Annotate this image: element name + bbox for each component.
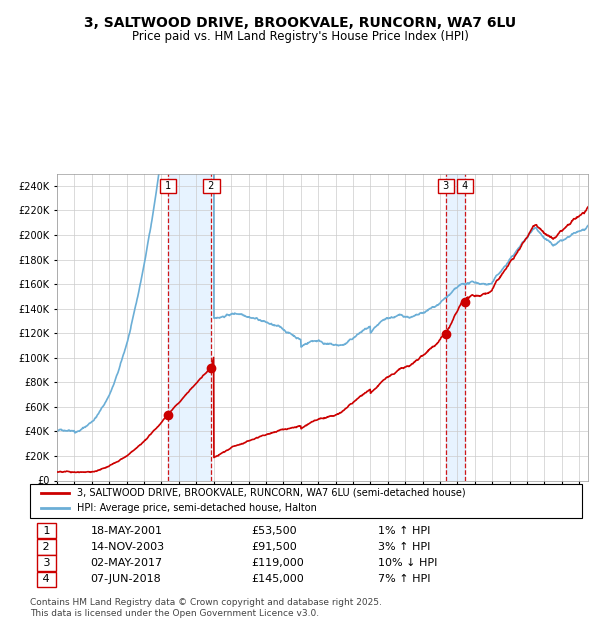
Text: 3: 3 [440,181,452,191]
Text: Contains HM Land Registry data © Crown copyright and database right 2025.
This d: Contains HM Land Registry data © Crown c… [30,598,382,618]
Bar [168,174,211,480]
Bar [446,174,465,480]
Text: 02-MAY-2017: 02-MAY-2017 [91,558,163,568]
Text: 7% ↑ HPI: 7% ↑ HPI [378,574,430,585]
Text: 3: 3 [40,558,53,568]
Text: 1: 1 [162,181,174,191]
Text: HPI: Average price, semi-detached house, Halton: HPI: Average price, semi-detached house,… [77,503,317,513]
Text: 14-NOV-2003: 14-NOV-2003 [91,542,165,552]
Text: 2: 2 [40,542,53,552]
Text: 07-JUN-2018: 07-JUN-2018 [91,574,161,585]
Text: 10% ↓ HPI: 10% ↓ HPI [378,558,437,568]
Text: 3, SALTWOOD DRIVE, BROOKVALE, RUNCORN, WA7 6LU: 3, SALTWOOD DRIVE, BROOKVALE, RUNCORN, W… [84,16,516,30]
Text: 18-MAY-2001: 18-MAY-2001 [91,526,163,536]
Text: £53,500: £53,500 [251,526,296,536]
Text: 4: 4 [40,574,53,585]
Text: 2: 2 [205,181,218,191]
Text: £91,500: £91,500 [251,542,296,552]
Text: Price paid vs. HM Land Registry's House Price Index (HPI): Price paid vs. HM Land Registry's House … [131,30,469,43]
Text: 1: 1 [40,526,53,536]
Text: £119,000: £119,000 [251,558,304,568]
Text: 1% ↑ HPI: 1% ↑ HPI [378,526,430,536]
Text: £145,000: £145,000 [251,574,304,585]
Text: 4: 4 [459,181,471,191]
Text: 3% ↑ HPI: 3% ↑ HPI [378,542,430,552]
Text: 3, SALTWOOD DRIVE, BROOKVALE, RUNCORN, WA7 6LU (semi-detached house): 3, SALTWOOD DRIVE, BROOKVALE, RUNCORN, W… [77,488,466,498]
